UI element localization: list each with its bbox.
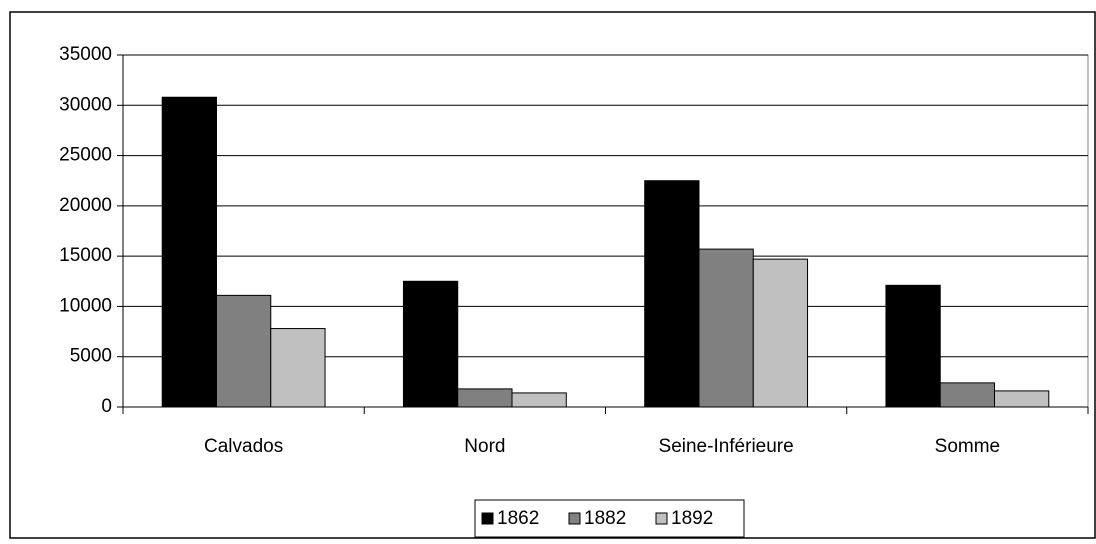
y-tick-label: 15000 [59,245,112,266]
legend-box [474,499,745,538]
legend-swatch [481,512,494,525]
y-tick-label: 5000 [70,346,112,367]
y-tick-label: 35000 [59,44,112,65]
bar [457,388,513,408]
legend-swatch [655,512,668,525]
legend-swatch [568,512,581,525]
bar [511,392,567,408]
y-tick-label: 0 [101,396,112,417]
bar [402,280,459,408]
bar [994,390,1050,408]
x-tick-label: Calvados [204,436,283,457]
bar [752,258,809,408]
legend-label: 1862 [497,508,539,529]
bar [270,328,326,408]
y-tick-label: 30000 [59,94,112,115]
legend-label: 1882 [584,508,626,529]
bar [885,284,941,408]
x-tick-label: Seine-Inférieure [659,436,794,457]
bar [644,180,700,408]
x-tick-label: Nord [464,436,505,457]
legend-label: 1892 [671,508,713,529]
y-tick-label: 25000 [59,145,112,166]
bar [939,382,996,408]
y-tick-label: 20000 [59,195,112,216]
bar [161,96,217,408]
y-tick-label: 10000 [59,295,112,316]
x-tick-label: Somme [935,436,1000,457]
bar [698,248,754,408]
bar [215,294,272,408]
